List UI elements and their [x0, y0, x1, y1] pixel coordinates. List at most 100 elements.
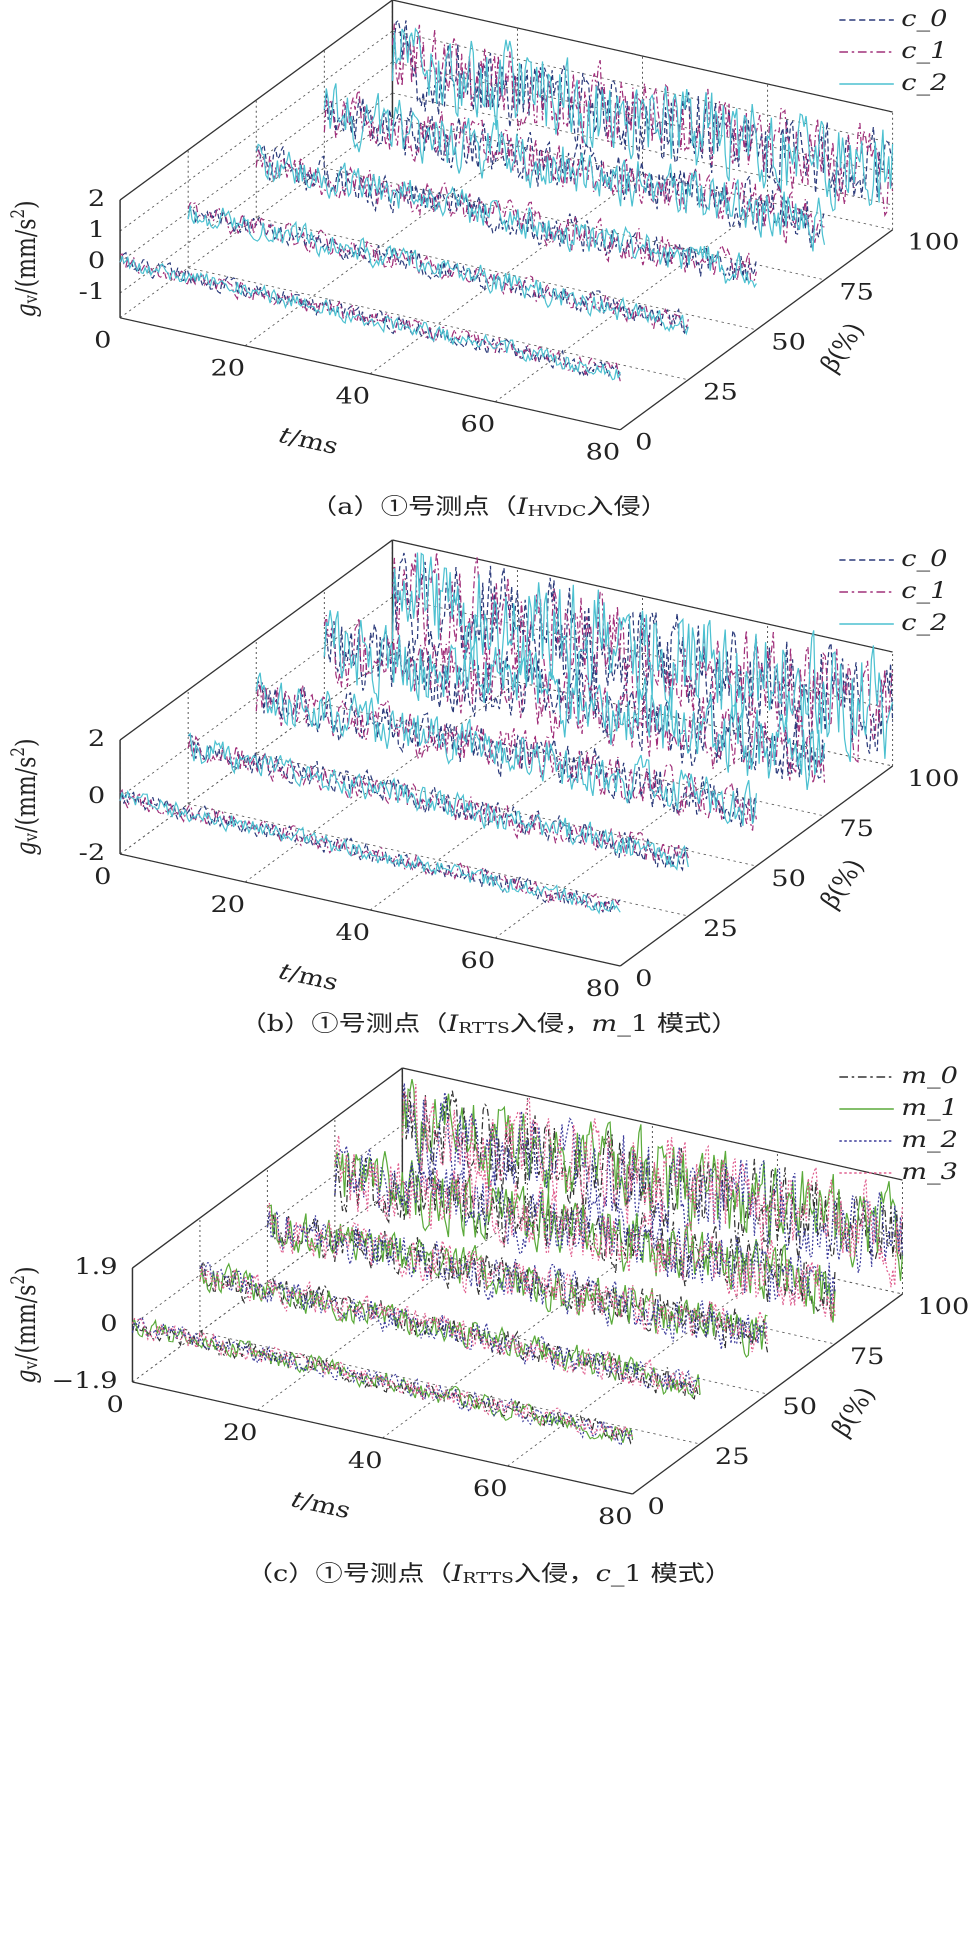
y-tick-label: 0 [100, 1310, 117, 1336]
z-tick-label: 25 [703, 915, 738, 941]
x-axis-label-part: /ms [286, 960, 342, 995]
caption-part: 入侵， [510, 1010, 592, 1036]
trace [391, 552, 894, 754]
y-tick-label: -2 [79, 839, 106, 865]
caption-part: 入侵， [514, 1560, 596, 1586]
x-tick-label: 40 [348, 1447, 383, 1473]
y-axis-label-part: ) [9, 1266, 41, 1275]
z-tick-label: 100 [907, 765, 959, 791]
trace [334, 1135, 836, 1321]
grid-line [132, 1181, 403, 1383]
z-axis-label: β(%) [812, 318, 870, 376]
x-axis-label-part: /ms [286, 424, 342, 459]
caption: （c）①号测点（IRTTS入侵，c_1 模式） [246, 1560, 732, 1586]
legend-label: m_3 [901, 1158, 958, 1184]
trace [266, 1202, 769, 1353]
z-tick-label: 25 [715, 1443, 750, 1469]
x-axis-label: t/ms [288, 1486, 354, 1523]
y-axis-label-part: g [9, 841, 41, 855]
grid-line [188, 267, 689, 381]
trace [131, 1316, 634, 1447]
axis-line [119, 317, 621, 431]
trace [187, 206, 689, 335]
caption-part: （a）①号测点（ [310, 493, 517, 519]
grid-line [257, 1209, 528, 1411]
trace [323, 83, 826, 252]
trace [401, 1083, 904, 1273]
x-axis-label: t/ms [276, 421, 342, 458]
trace [119, 789, 621, 915]
y-tick-label: -1 [79, 278, 106, 304]
trace [391, 552, 894, 764]
z-axis-label: β(%) [812, 855, 870, 913]
y-axis-label: gv/(mm/s2) [6, 200, 41, 317]
trace [391, 27, 894, 212]
x-tick-label: 40 [335, 919, 370, 945]
y-axis-label: gv/(mm/s2) [6, 1266, 41, 1383]
axis-line [632, 1293, 903, 1495]
trace [266, 1204, 768, 1358]
y-axis-label-part: 2 [6, 1275, 28, 1285]
axis-line [132, 1381, 633, 1495]
x-tick-label: 20 [210, 891, 245, 917]
y-axis-label-part: g [9, 303, 41, 317]
y-tick-label: −1.9 [51, 1367, 117, 1393]
caption-part: （c）①号测点（ [246, 1560, 452, 1586]
y-tick-label: 2 [88, 185, 105, 211]
grid-line [507, 1265, 778, 1467]
trace [199, 1262, 701, 1394]
grid-line [244, 145, 518, 347]
axis-line [119, 539, 393, 741]
y-axis-label-part: v [19, 833, 41, 843]
y-tick-label: 1.9 [74, 1253, 117, 1279]
grid-line [188, 803, 689, 917]
axis-line [119, 853, 621, 967]
caption-part: _1 模式） [617, 1010, 738, 1036]
legend-label: c_0 [901, 545, 947, 571]
caption-part: m [591, 1010, 617, 1036]
x-tick-label: 20 [210, 355, 245, 381]
z-tick-label: 100 [917, 1293, 969, 1319]
x-tick-label: 20 [223, 1419, 258, 1445]
z-axis-label: β(%) [823, 1383, 881, 1441]
axis-line [402, 1067, 903, 1181]
trace [323, 615, 826, 784]
z-tick-label: 75 [839, 279, 874, 305]
y-axis-label-part: v [19, 1361, 41, 1371]
trace [119, 788, 621, 912]
caption-part: I [451, 1560, 464, 1586]
trace [401, 1083, 904, 1288]
x-tick-label: 0 [94, 863, 111, 889]
y-axis-label-part: ) [9, 738, 41, 747]
trace [119, 251, 621, 377]
legend-label: m_1 [901, 1094, 958, 1120]
legend-label: c_1 [901, 577, 947, 603]
z-tick-label: 25 [703, 379, 738, 405]
y-tick-label: 1 [88, 216, 105, 242]
x-tick-label: 80 [586, 975, 621, 1001]
y-axis-label-part: g [9, 1369, 41, 1383]
z-tick-label: 0 [635, 429, 652, 455]
caption-part: I [446, 1010, 459, 1036]
legend-label: c_1 [901, 37, 947, 63]
legend-label: c_2 [901, 609, 947, 635]
trace [323, 90, 825, 245]
y-axis-label-part: /(mm/s [9, 757, 41, 833]
y-axis-label-part: /(mm/s [9, 1285, 41, 1361]
trace [131, 1317, 634, 1440]
trace [255, 149, 758, 282]
y-axis-label-part: v [19, 294, 41, 304]
y-axis-label-part: ) [9, 200, 41, 209]
y-tick-label: 2 [88, 725, 105, 751]
legend-label: m_2 [901, 1126, 958, 1152]
trace [187, 200, 689, 332]
x-tick-label: 0 [94, 327, 111, 353]
z-tick-label: 50 [771, 329, 806, 355]
z-tick-label: 75 [850, 1343, 885, 1369]
axis-line [619, 229, 894, 431]
x-tick-label: 80 [586, 439, 621, 465]
axis-line [619, 765, 894, 967]
axis-line [131, 1067, 403, 1269]
trace [255, 143, 757, 289]
